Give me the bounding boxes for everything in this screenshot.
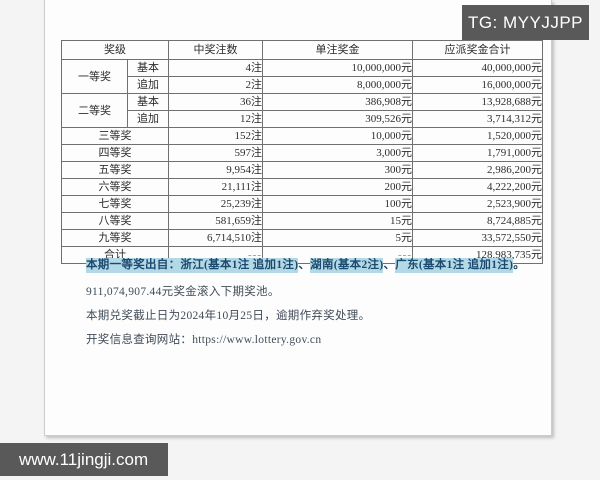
total-prize-cell: 4,222,200元 (412, 178, 543, 196)
single-prize-cell: 386,908元 (262, 93, 413, 111)
prize-type-cell: 追加 (127, 110, 169, 128)
single-prize-cell: 8,000,000元 (262, 76, 413, 94)
count-cell: 21,111注 (168, 178, 263, 196)
prize-level-cell: 二等奖 (61, 93, 128, 128)
prize-level-cell: 九等奖 (61, 229, 169, 247)
single-prize-cell: 5元 (262, 229, 413, 247)
table-row: 二等奖 基本 36注 386,908元 13,928,688元 (61, 93, 543, 128)
single-prize-cell: 15元 (262, 212, 413, 230)
winners-segment: 湖南(基本2注) (310, 258, 384, 273)
table-row: 七等奖 25,239注 100元 2,523,900元 (61, 195, 543, 213)
prize-level-cell: 四等奖 (61, 144, 169, 162)
count-cell: 597注 (168, 144, 263, 162)
winners-segment: 本期一等奖出自： (86, 258, 181, 273)
table-row: 四等奖 597注 3,000元 1,791,000元 (61, 144, 543, 162)
table-row: 追加 2注 8,000,000元 16,000,000元 (62, 76, 543, 94)
header-prize-level: 奖级 (61, 40, 169, 60)
count-cell: 25,239注 (168, 195, 263, 213)
table-header-row: 奖级 中奖注数 单注奖金 应派奖金合计 (61, 40, 543, 60)
watermark-telegram-badge: TG: MYYJJPP (462, 5, 589, 40)
count-cell: 4注 (168, 59, 263, 77)
table-row: 九等奖 6,714,510注 5元 33,572,550元 (61, 229, 543, 247)
header-single-prize: 单注奖金 (262, 40, 413, 60)
single-prize-cell: 3,000元 (262, 144, 413, 162)
total-prize-cell: 3,714,312元 (412, 110, 543, 128)
rollover-note: 911,074,907.44元奖金滚入下期奖池。 (86, 286, 280, 298)
website-note: 开奖信息查询网站：https://www.lottery.gov.cn (86, 334, 322, 346)
table-row: 追加 12注 309,526元 3,714,312元 (62, 110, 543, 128)
single-prize-cell: 100元 (262, 195, 413, 213)
first-prize-origin-note: 本期一等奖出自：浙江(基本1注 追加1注)、湖南(基本2注)、广东(基本1注 追… (86, 256, 546, 273)
count-cell: 36注 (168, 93, 263, 111)
prize-type-cell: 追加 (127, 76, 169, 94)
prize-level-cell: 六等奖 (61, 178, 169, 196)
winners-period: 。 (513, 259, 526, 271)
total-prize-cell: 13,928,688元 (412, 93, 543, 111)
single-prize-cell: 10,000元 (262, 127, 413, 145)
single-prize-cell: 309,526元 (262, 110, 413, 128)
prize-level-cell: 八等奖 (61, 212, 169, 230)
count-cell: 12注 (168, 110, 263, 128)
total-prize-cell: 16,000,000元 (412, 76, 543, 94)
table-row: 三等奖 152注 10,000元 1,520,000元 (61, 127, 543, 145)
prize-type-cell: 基本 (127, 93, 169, 111)
total-prize-cell: 40,000,000元 (412, 59, 543, 77)
header-total-prize: 应派奖金合计 (412, 40, 543, 60)
single-prize-cell: 300元 (262, 161, 413, 179)
count-cell: 9,954注 (168, 161, 263, 179)
winners-separator: 、 (298, 259, 311, 271)
count-cell: 581,659注 (168, 212, 263, 230)
single-prize-cell: 10,000,000元 (262, 59, 413, 77)
winners-segment: 广东(基本1注 追加1注) (395, 258, 514, 273)
total-prize-cell: 1,791,000元 (412, 144, 543, 162)
prize-type-cell: 基本 (127, 59, 169, 77)
table-row: 八等奖 581,659注 15元 8,724,885元 (61, 212, 543, 230)
total-prize-cell: 8,724,885元 (412, 212, 543, 230)
count-cell: 152注 (168, 127, 263, 145)
deadline-note: 本期兑奖截止日为2024年10月25日，逾期作弃奖处理。 (86, 310, 371, 322)
prize-level-cell: 一等奖 (61, 59, 128, 94)
total-prize-cell: 33,572,550元 (412, 229, 543, 247)
header-winning-count: 中奖注数 (168, 40, 263, 60)
total-prize-cell: 2,523,900元 (412, 195, 543, 213)
single-prize-cell: 200元 (262, 178, 413, 196)
table-row: 六等奖 21,111注 200元 4,222,200元 (61, 178, 543, 196)
prize-level-cell: 七等奖 (61, 195, 169, 213)
table-row: 一等奖 基本 4注 10,000,000元 40,000,000元 (61, 59, 543, 94)
winners-separator: 、 (383, 259, 396, 271)
watermark-site-badge: www.11jingji.com (0, 443, 168, 476)
total-prize-cell: 2,986,200元 (412, 161, 543, 179)
prize-level-cell: 三等奖 (61, 127, 169, 145)
table-row: 五等奖 9,954注 300元 2,986,200元 (61, 161, 543, 179)
count-cell: 6,714,510注 (168, 229, 263, 247)
count-cell: 2注 (168, 76, 263, 94)
total-prize-cell: 1,520,000元 (412, 127, 543, 145)
document-page: 奖级 中奖注数 单注奖金 应派奖金合计 一等奖 基本 4注 10,000,000… (44, 0, 552, 436)
prize-level-cell: 五等奖 (61, 161, 169, 179)
winners-segment: 浙江(基本1注 追加1注) (180, 258, 299, 273)
prize-table: 奖级 中奖注数 单注奖金 应派奖金合计 一等奖 基本 4注 10,000,000… (61, 40, 543, 264)
